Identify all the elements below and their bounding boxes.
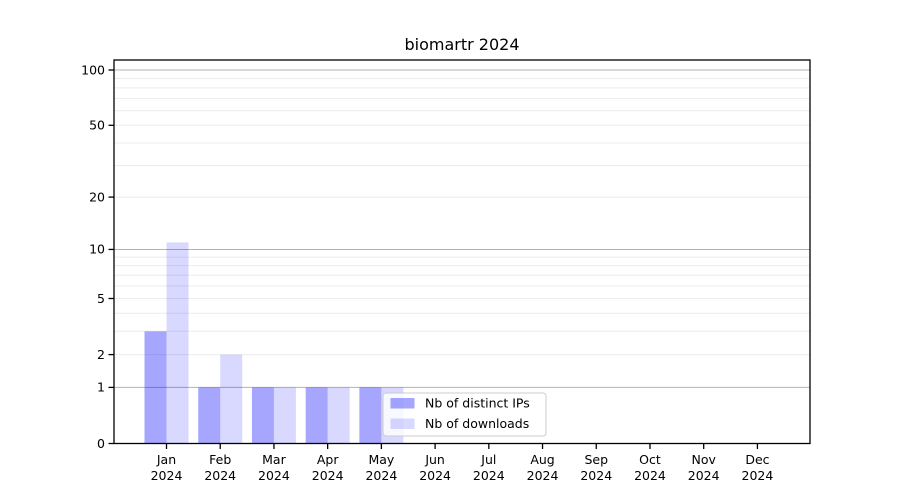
x-tick-label-month-may: May bbox=[368, 452, 394, 467]
bar-nb-of-distinct-ips-may-2024 bbox=[359, 387, 382, 444]
bar-nb-of-downloads-mar-2024 bbox=[273, 387, 296, 444]
y-tick-label-0: 0 bbox=[97, 436, 105, 451]
y-tick-label-10: 10 bbox=[89, 242, 105, 257]
legend-swatch-nb-of-distinct-ips bbox=[390, 398, 415, 409]
x-tick-label-month-dec: Dec bbox=[745, 452, 769, 467]
x-tick-label-month-jan: Jan bbox=[156, 452, 176, 467]
legend-swatch-nb-of-downloads bbox=[390, 418, 415, 429]
chart-title: biomartr 2024 bbox=[404, 35, 519, 54]
bar-nb-of-distinct-ips-feb-2024 bbox=[198, 387, 221, 444]
x-tick-label-year-nov: 2024 bbox=[688, 468, 720, 483]
x-tick-label-month-nov: Nov bbox=[691, 452, 716, 467]
x-tick-label-year-dec: 2024 bbox=[742, 468, 774, 483]
x-tick-label-month-apr: Apr bbox=[317, 452, 339, 467]
x-tick-label-year-jul: 2024 bbox=[473, 468, 505, 483]
x-tick-label-year-feb: 2024 bbox=[204, 468, 236, 483]
bar-nb-of-downloads-apr-2024 bbox=[327, 387, 350, 444]
legend-label-nb-of-distinct-ips: Nb of distinct IPs bbox=[425, 396, 530, 411]
plot-border bbox=[113, 59, 811, 445]
x-tick-label-year-sep: 2024 bbox=[580, 468, 612, 483]
y-tick-label-100: 100 bbox=[81, 62, 105, 77]
bar-nb-of-distinct-ips-jan-2024 bbox=[144, 331, 167, 444]
bar-nb-of-distinct-ips-mar-2024 bbox=[251, 387, 274, 444]
x-tick-label-month-aug: Aug bbox=[530, 452, 554, 467]
legend-label-nb-of-downloads: Nb of downloads bbox=[425, 416, 529, 431]
x-tick-label-month-oct: Oct bbox=[639, 452, 661, 467]
x-tick-label-month-mar: Mar bbox=[262, 452, 286, 467]
y-tick-label-5: 5 bbox=[97, 291, 105, 306]
x-tick-label-year-may: 2024 bbox=[365, 468, 397, 483]
x-tick-label-year-aug: 2024 bbox=[527, 468, 559, 483]
y-tick-label-2: 2 bbox=[97, 347, 105, 362]
x-tick-label-year-mar: 2024 bbox=[258, 468, 290, 483]
y-tick-label-20: 20 bbox=[89, 189, 105, 204]
y-tick-label-50: 50 bbox=[89, 118, 105, 133]
x-tick-label-month-jun: Jun bbox=[424, 452, 445, 467]
x-tick-label-month-sep: Sep bbox=[584, 452, 608, 467]
legend-box bbox=[382, 392, 547, 437]
x-tick-label-year-apr: 2024 bbox=[312, 468, 344, 483]
x-tick-label-year-oct: 2024 bbox=[634, 468, 666, 483]
x-tick-label-year-jun: 2024 bbox=[419, 468, 451, 483]
x-tick-label-month-jul: Jul bbox=[480, 452, 496, 467]
y-tick-label-1: 1 bbox=[97, 380, 105, 395]
bar-nb-of-distinct-ips-apr-2024 bbox=[305, 387, 328, 444]
bar-nb-of-downloads-feb-2024 bbox=[220, 354, 243, 444]
x-tick-label-year-jan: 2024 bbox=[151, 468, 183, 483]
x-tick-label-month-feb: Feb bbox=[209, 452, 231, 467]
bar-nb-of-downloads-jan-2024 bbox=[166, 242, 189, 444]
